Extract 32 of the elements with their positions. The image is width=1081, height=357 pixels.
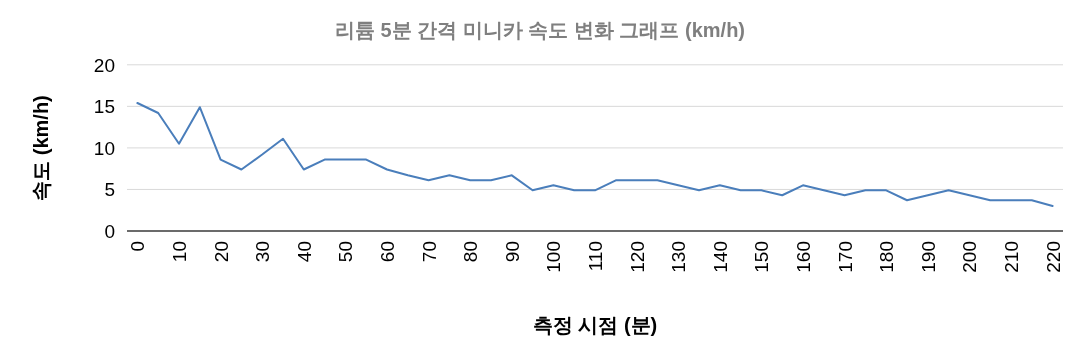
y-tick-label: 15: [93, 96, 115, 118]
x-tick-label: 190: [917, 241, 939, 273]
y-tick-label: 0: [104, 221, 115, 242]
y-tick-label: 20: [93, 54, 115, 76]
x-tick-label: 210: [1001, 241, 1022, 273]
x-tick-label: 170: [834, 241, 856, 273]
x-tick-label: 70: [418, 241, 440, 263]
x-tick-label: 30: [252, 241, 274, 263]
x-tick-label: 50: [335, 241, 357, 263]
x-tick-label: 160: [793, 241, 814, 273]
x-tick-label: 80: [460, 241, 482, 263]
x-tick-label: 100: [543, 241, 565, 273]
x-tick-label: 180: [876, 241, 898, 273]
x-tick-label: 60: [377, 241, 398, 263]
y-tick-label: 5: [104, 179, 115, 201]
x-axis-title: 측정 시점 (분): [532, 314, 658, 336]
x-tick-label: 110: [585, 241, 606, 272]
line-series: [136, 102, 1054, 208]
y-axis-title: 속도 (km/h): [30, 95, 52, 201]
y-tick-label: 10: [93, 137, 115, 159]
x-tick-label: 120: [626, 241, 648, 273]
x-tick-label: 220: [1042, 241, 1064, 273]
x-tick-label: 10: [169, 241, 190, 263]
x-tick-label: 20: [210, 241, 232, 263]
x-tick-label: 90: [501, 241, 523, 263]
x-tick-label: 0: [127, 241, 149, 252]
chart-title: 리튬 5분 간격 미니카 속도 변화 그래프 (km/h): [334, 19, 746, 41]
x-tick-label: 130: [668, 241, 690, 273]
x-tick-label: 150: [751, 241, 773, 273]
x-tick-label: 200: [959, 241, 981, 273]
x-tick-label: 140: [709, 241, 731, 273]
x-tick-label: 40: [293, 241, 315, 263]
